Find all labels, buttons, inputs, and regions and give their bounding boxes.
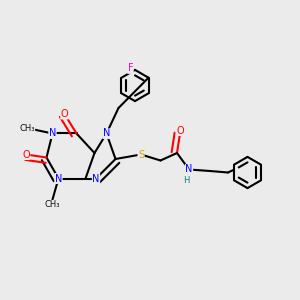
- Text: O: O: [61, 109, 68, 119]
- Text: N: N: [103, 128, 110, 139]
- Text: O: O: [176, 125, 184, 136]
- Text: F: F: [128, 63, 133, 74]
- Text: CH₃: CH₃: [19, 124, 35, 134]
- Text: O: O: [22, 149, 30, 160]
- Text: H: H: [183, 176, 190, 185]
- Text: N: N: [49, 128, 56, 139]
- Text: CH₃: CH₃: [45, 200, 60, 209]
- Text: S: S: [138, 149, 144, 160]
- Text: N: N: [185, 164, 193, 175]
- Text: N: N: [92, 173, 100, 184]
- Text: N: N: [55, 173, 62, 184]
